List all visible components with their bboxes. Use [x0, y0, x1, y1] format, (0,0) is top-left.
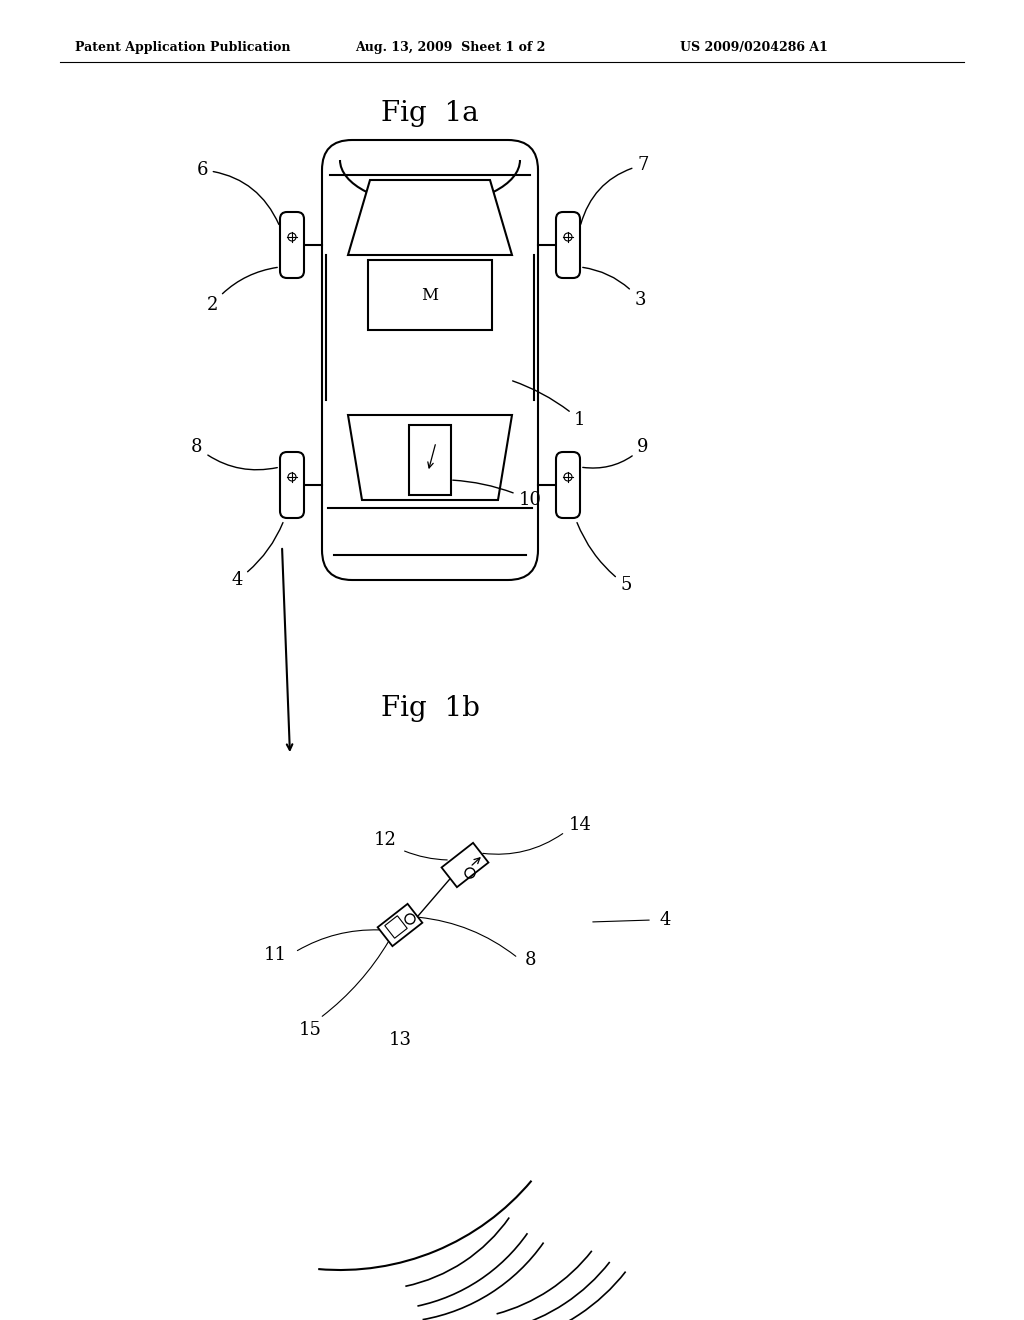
- Text: 4: 4: [659, 911, 671, 929]
- FancyBboxPatch shape: [322, 140, 538, 579]
- Text: 13: 13: [388, 1031, 412, 1049]
- Text: 8: 8: [524, 950, 536, 969]
- FancyBboxPatch shape: [280, 213, 304, 279]
- Text: M: M: [422, 286, 438, 304]
- Text: Fig  1a: Fig 1a: [381, 100, 479, 127]
- Polygon shape: [348, 180, 512, 255]
- Text: 9: 9: [583, 438, 649, 469]
- Text: US 2009/0204286 A1: US 2009/0204286 A1: [680, 41, 827, 54]
- Bar: [378, 904, 422, 946]
- Polygon shape: [348, 414, 512, 500]
- Text: 14: 14: [568, 816, 592, 834]
- Text: Patent Application Publication: Patent Application Publication: [75, 41, 291, 54]
- FancyBboxPatch shape: [280, 451, 304, 517]
- Text: 10: 10: [453, 480, 542, 510]
- Text: 8: 8: [191, 438, 278, 470]
- Text: Aug. 13, 2009  Sheet 1 of 2: Aug. 13, 2009 Sheet 1 of 2: [355, 41, 546, 54]
- Text: 15: 15: [299, 1020, 322, 1039]
- Text: 4: 4: [231, 523, 283, 589]
- Bar: [385, 916, 408, 939]
- Text: 1: 1: [513, 381, 586, 429]
- Text: Fig  1b: Fig 1b: [381, 696, 479, 722]
- Bar: [368, 260, 492, 330]
- Text: 7: 7: [581, 156, 648, 224]
- FancyBboxPatch shape: [556, 213, 580, 279]
- FancyBboxPatch shape: [556, 451, 580, 517]
- Text: 2: 2: [206, 268, 278, 314]
- Bar: [441, 843, 488, 887]
- Text: 11: 11: [263, 946, 287, 964]
- Text: 3: 3: [583, 268, 646, 309]
- Text: 5: 5: [577, 523, 632, 594]
- Text: 12: 12: [374, 832, 396, 849]
- Bar: [409, 425, 451, 495]
- Text: 6: 6: [197, 161, 279, 224]
